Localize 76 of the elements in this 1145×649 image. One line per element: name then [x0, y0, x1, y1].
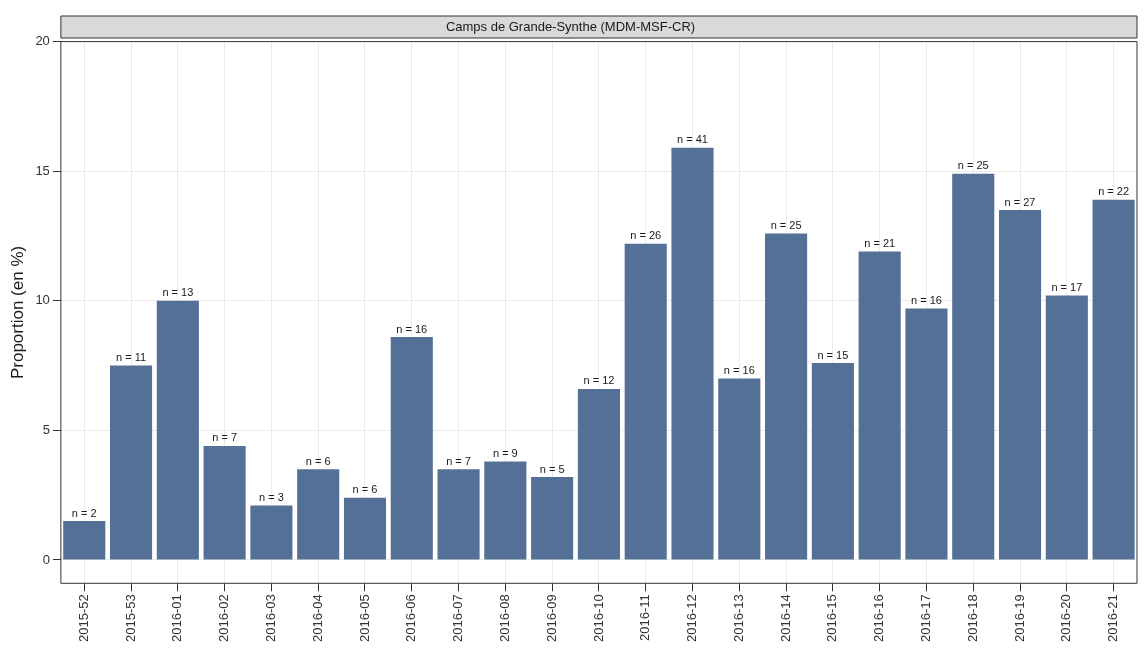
- x-tick-label: 2016-10: [590, 594, 606, 643]
- annotation: n = 7: [212, 431, 238, 444]
- annotation: n = 41: [677, 133, 708, 146]
- bar: [1045, 295, 1088, 560]
- x-tick-label: 2016-03: [262, 594, 278, 643]
- bar: [437, 469, 480, 560]
- annotation: n = 25: [770, 218, 802, 231]
- annotation: n = 7: [446, 454, 471, 467]
- x-tick-label: 2016-06: [403, 594, 419, 643]
- x-tick-label: 2016-17: [918, 594, 934, 643]
- annotation: n = 26: [630, 229, 662, 242]
- annotation: n = 27: [1004, 195, 1036, 208]
- annotation: n = 6: [352, 483, 378, 496]
- annotation: n = 5: [539, 462, 565, 475]
- bar: [109, 365, 153, 560]
- x-tick-label: 2016-07: [450, 594, 466, 643]
- annotation: n = 17: [1051, 281, 1083, 294]
- annotation: n = 13: [162, 286, 194, 299]
- x-tick-label: 2016-19: [1011, 594, 1027, 643]
- bar: [343, 497, 387, 560]
- bar: [765, 233, 808, 560]
- x-tick-label: 2015-53: [122, 594, 138, 643]
- bar: [484, 461, 527, 560]
- y-tick-label: 15: [35, 162, 50, 178]
- annotation: n = 21: [864, 237, 896, 250]
- x-tick-label: 2016-09: [543, 594, 559, 643]
- annotation: n = 25: [957, 159, 989, 172]
- bar: [250, 505, 293, 560]
- y-tick-label: 20: [35, 33, 50, 49]
- bar: [952, 173, 995, 560]
- bar: [63, 521, 106, 560]
- annotation: n = 11: [116, 351, 147, 364]
- annotation: n = 12: [583, 374, 615, 387]
- bar: [1092, 199, 1135, 560]
- x-tick-label: 2015-52: [75, 594, 91, 643]
- bar: [905, 308, 948, 560]
- x-tick-label: 2016-08: [496, 594, 512, 643]
- annotation: n = 2: [71, 506, 97, 519]
- bar: [624, 243, 667, 560]
- bar: [718, 378, 761, 560]
- annotation: n = 16: [911, 294, 942, 307]
- x-tick-label: 2016-21: [1105, 594, 1121, 643]
- x-tick-label: 2016-18: [964, 594, 980, 643]
- x-tick-label: 2016-16: [871, 594, 887, 643]
- bar: [203, 445, 246, 560]
- x-tick-label: 2016-11: [637, 594, 653, 642]
- annotation: n = 16: [396, 322, 428, 335]
- annotation: n = 3: [259, 491, 284, 504]
- bar: [998, 210, 1042, 560]
- bar: [577, 388, 620, 560]
- bar: [811, 362, 854, 560]
- bar: [156, 300, 199, 560]
- bar: [671, 147, 714, 560]
- annotation: n = 16: [723, 364, 755, 377]
- x-tick-label: 2016-02: [216, 594, 232, 643]
- annotation: n = 22: [1098, 185, 1130, 198]
- bar: [297, 469, 340, 560]
- y-tick-label: 10: [35, 292, 50, 308]
- x-tick-label: 2016-15: [824, 594, 840, 643]
- x-tick-label: 2016-13: [730, 594, 746, 643]
- annotation: n = 6: [305, 454, 331, 467]
- annotation: n = 15: [817, 348, 849, 361]
- y-tick-label: 5: [42, 421, 50, 437]
- bar: [858, 251, 901, 560]
- bar: [531, 477, 574, 560]
- x-tick-label: 2016-05: [356, 594, 372, 643]
- y-axis-title: Proportion (en %): [7, 245, 27, 380]
- x-tick-label: 2016-04: [309, 594, 325, 643]
- x-tick-label: 2016-01: [169, 594, 185, 643]
- chart-title: Camps de Grande-Synthe (MDM-MSF-CR): [445, 19, 696, 35]
- x-tick-label: 2016-14: [777, 594, 793, 643]
- x-tick-label: 2016-12: [684, 594, 700, 643]
- y-tick-label: 0: [42, 551, 50, 567]
- bar: [390, 337, 433, 560]
- annotation: n = 9: [492, 447, 518, 460]
- x-tick-label: 2016-20: [1058, 594, 1074, 643]
